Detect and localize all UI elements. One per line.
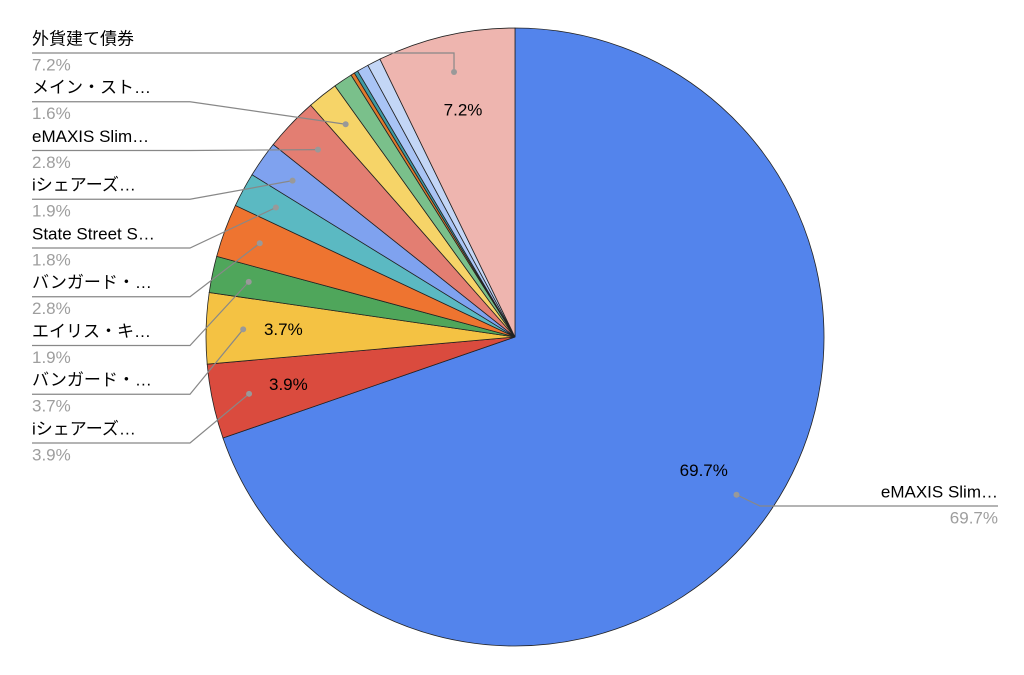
leader-line [32,242,261,298]
legend-label: バンガード・… [32,371,152,390]
leader-line [32,149,318,152]
leader-dot [272,204,279,211]
percent-label: 1.6% [32,104,71,123]
leader-dot [733,491,740,498]
legend-label: 外貨建て債券 [32,29,134,48]
legend-label: eMAXIS Slim… [881,482,998,501]
percent-label: 69.7% [950,508,998,527]
leader-line [32,328,244,395]
leader-dot [256,240,263,247]
legend-label: エイリス・キ… [32,322,151,341]
leader-dot [314,146,321,153]
slice-label: 7.2% [444,101,483,120]
percent-label: 1.9% [32,202,71,221]
percent-label: 7.2% [32,55,71,74]
leader-dot [246,390,253,397]
leader-line [736,494,998,507]
pie-slice [379,27,516,338]
leader-line [32,393,250,444]
slice-label: 69.7% [680,461,728,480]
leader-line [32,281,250,347]
leader-line [32,101,346,125]
legend-label: State Street S… [32,224,155,243]
legend-label: eMAXIS Slim… [32,127,149,146]
leader-dot [245,278,252,285]
legend-label: バンガード・… [32,273,152,292]
pie-slice [222,27,825,647]
percent-label: 2.8% [32,153,71,172]
legend-label: メイン・スト… [32,78,151,97]
leader-line [32,52,455,73]
percent-label: 2.8% [32,299,71,318]
percent-label: 3.7% [32,397,71,416]
legend-label: iシェアーズ… [32,176,136,195]
slice-label: 3.9% [269,375,308,394]
leader-dot [451,69,458,76]
leader-line [32,206,277,249]
legend-label: iシェアーズ… [32,419,136,438]
leader-dot [342,121,349,128]
percent-label: 1.8% [32,250,71,269]
slice-label: 3.7% [264,320,303,339]
percent-label: 3.9% [32,445,71,464]
percent-label: 1.9% [32,348,71,367]
leader-dot [289,177,296,184]
leader-line [32,180,293,200]
leader-dot [240,326,247,333]
